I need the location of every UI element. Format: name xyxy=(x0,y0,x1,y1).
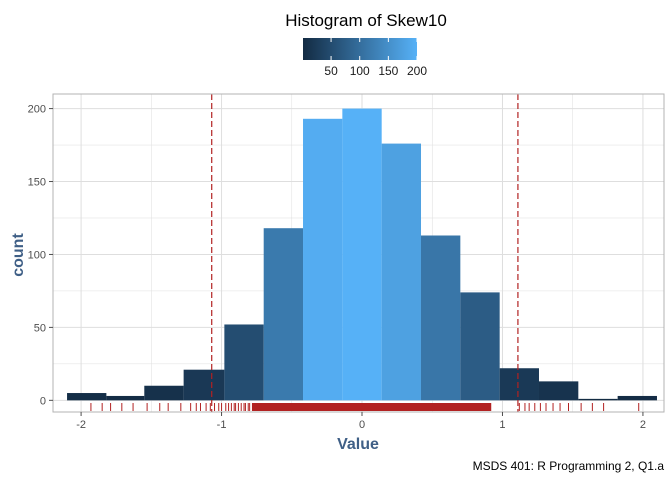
colorbar-legend: 50 100 150 200 xyxy=(303,38,427,78)
histogram-bar xyxy=(183,369,225,401)
x-tick-label: 1 xyxy=(499,419,505,431)
y-tick-label: 150 xyxy=(28,177,46,189)
plot-panel: -2 -1 0 1 2 0 50 100 150 200 xyxy=(28,93,665,431)
legend-tick-label: 100 xyxy=(350,64,370,78)
x-tick-label: -1 xyxy=(217,419,227,431)
chart-title: Histogram of Skew10 xyxy=(285,11,447,30)
chart-caption: MSDS 401: R Programming 2, Q1.a xyxy=(473,459,665,473)
histogram-bar xyxy=(460,292,500,401)
legend-tick-label: 150 xyxy=(378,64,398,78)
histogram-bar xyxy=(224,324,264,401)
rug-marks xyxy=(90,403,640,411)
legend-tick-label: 50 xyxy=(324,64,338,78)
histogram-bar xyxy=(342,108,382,401)
x-tick-label: -2 xyxy=(76,419,86,431)
panel-border xyxy=(52,93,665,413)
colorbar xyxy=(303,38,417,60)
y-axis-title: count xyxy=(10,233,27,277)
histogram-bar xyxy=(106,395,145,401)
y-tick-label: 0 xyxy=(40,395,46,407)
histogram-bars xyxy=(67,108,657,401)
histogram-bar xyxy=(67,393,107,401)
histogram-bar xyxy=(421,235,461,401)
histogram-bar xyxy=(263,228,304,401)
y-tick-label: 200 xyxy=(28,104,46,116)
axis-ticks: -2 -1 0 1 2 0 50 100 150 200 xyxy=(28,104,646,431)
histogram-bar xyxy=(617,395,657,401)
histogram-bar xyxy=(381,143,422,401)
x-tick-label: 0 xyxy=(359,419,365,431)
legend-tick-label: 200 xyxy=(407,64,427,78)
histogram-bar xyxy=(578,398,618,401)
y-tick-label: 100 xyxy=(28,249,46,261)
histogram-bar xyxy=(303,118,343,401)
histogram-bar xyxy=(144,385,184,401)
x-axis-title: Value xyxy=(337,436,379,453)
rug-dense-band xyxy=(252,403,492,411)
histogram-bar xyxy=(499,368,539,401)
histogram-bar xyxy=(538,381,579,401)
y-tick-label: 50 xyxy=(34,322,46,334)
x-tick-label: 2 xyxy=(640,419,646,431)
